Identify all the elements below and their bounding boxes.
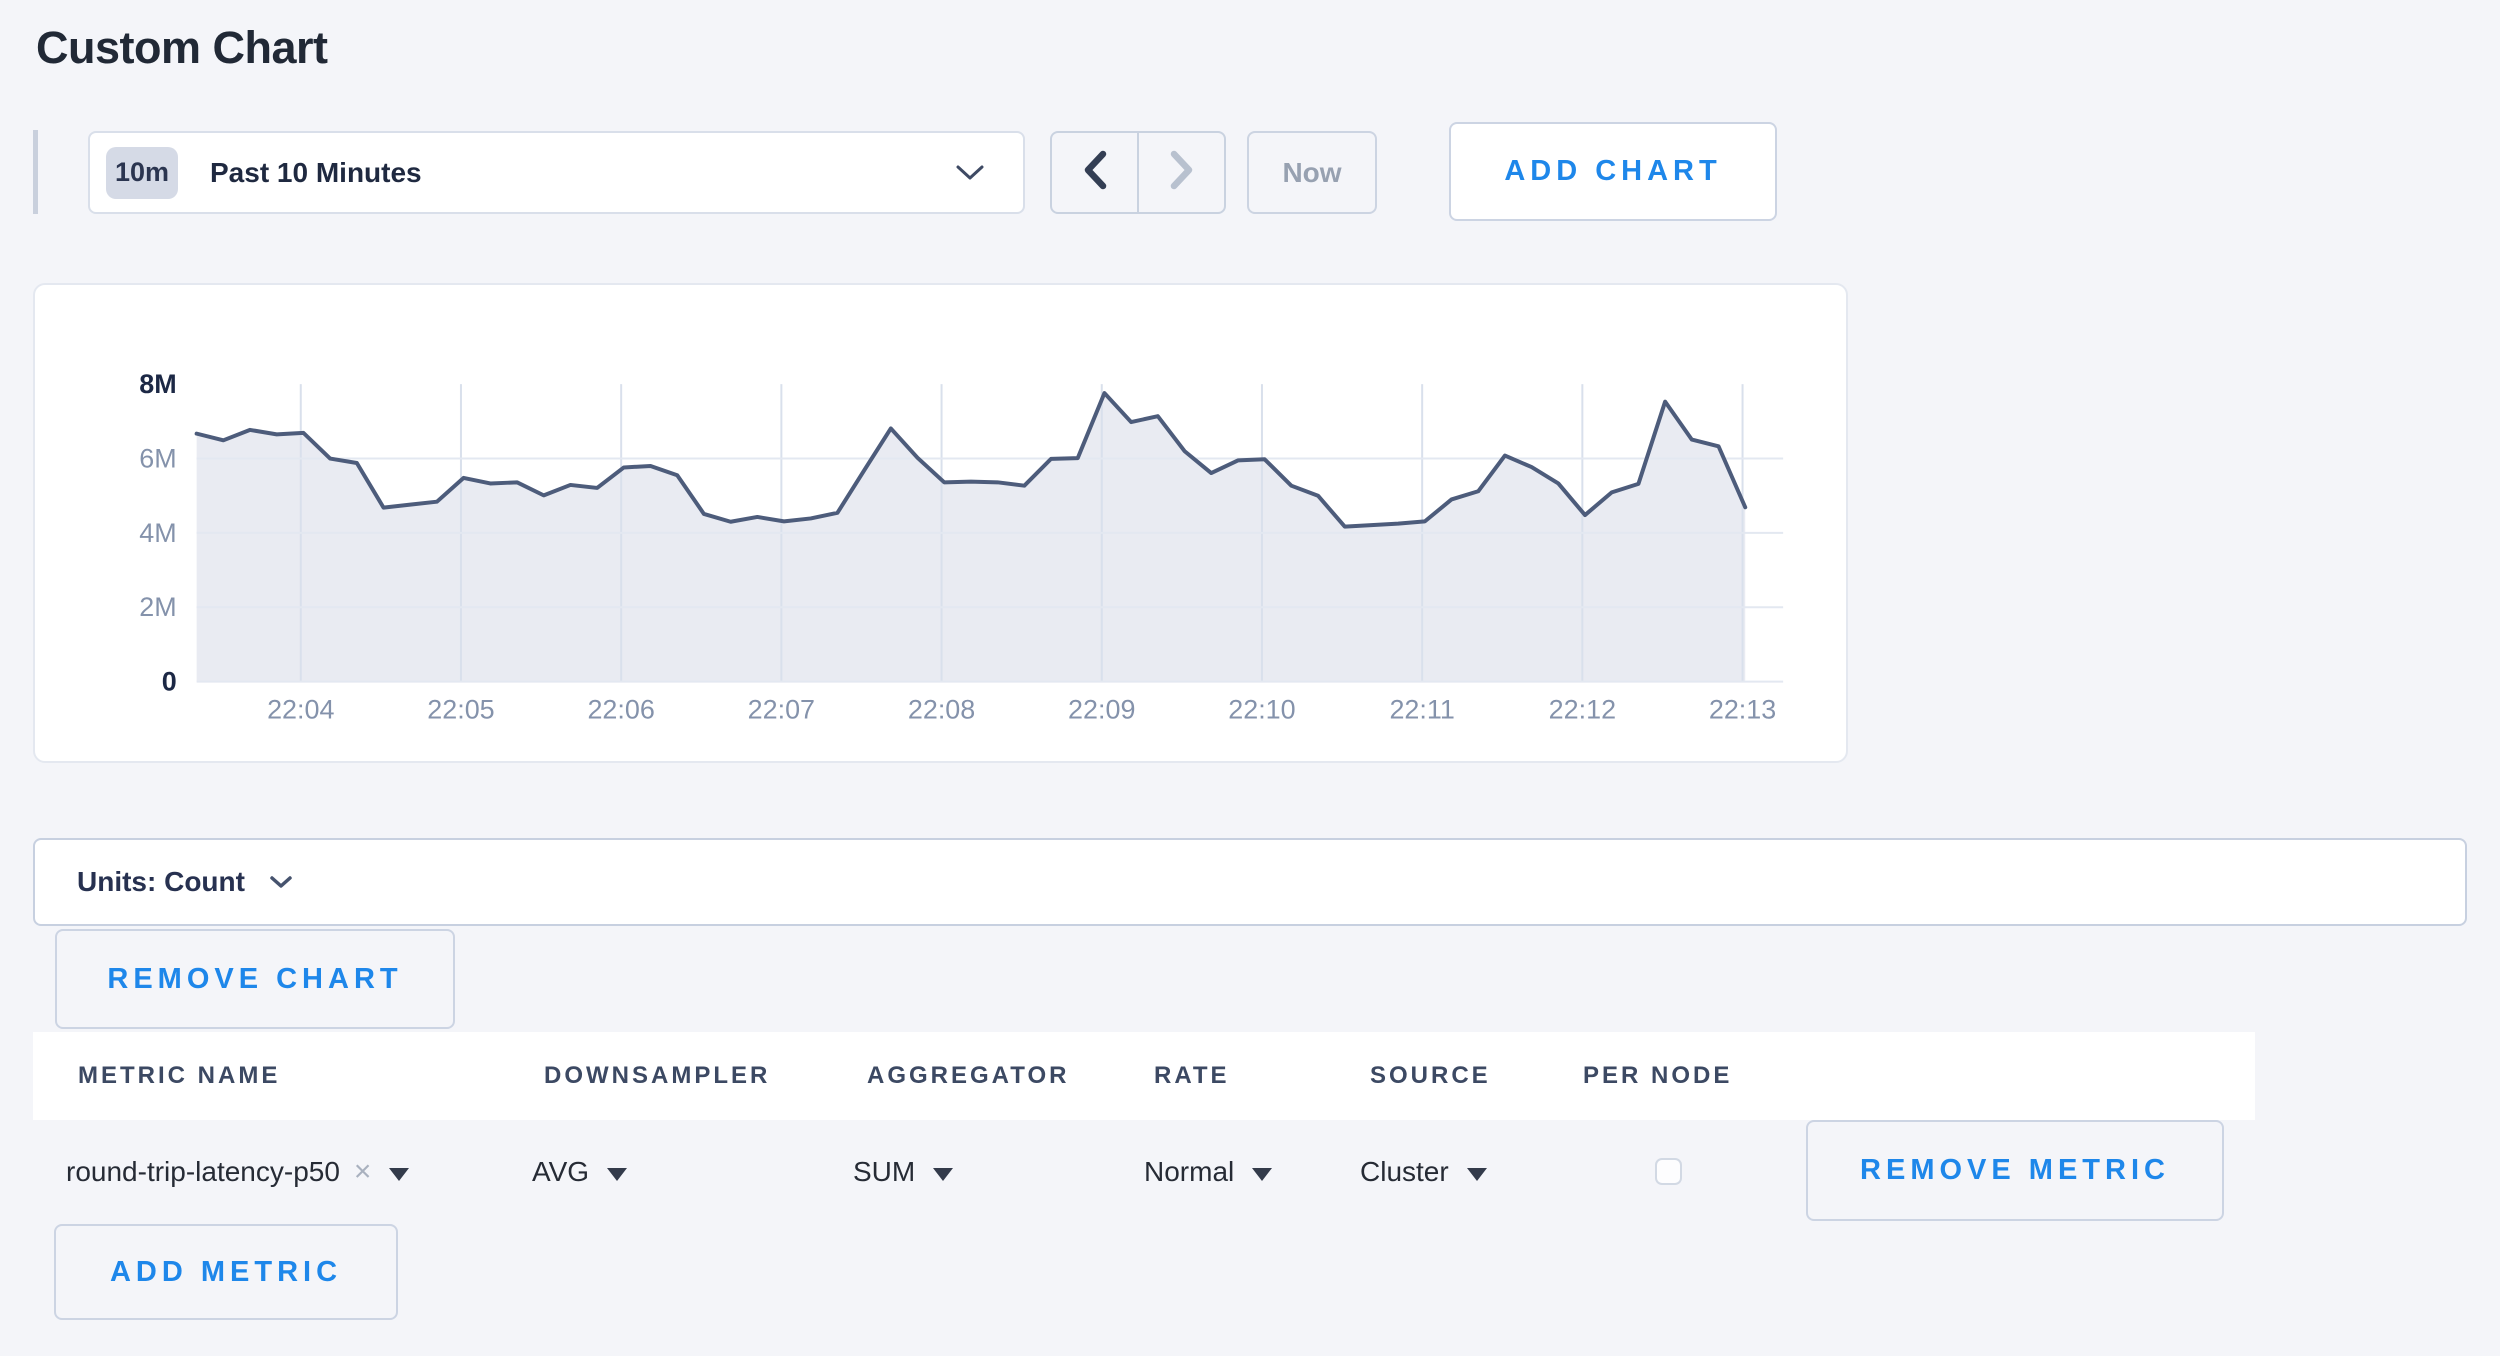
- caret-down-icon: [1466, 1167, 1487, 1181]
- custom-chart-svg[interactable]: 22:04 22:05 22:06 22:07 22:08 22:09 22:10 22:11…: [35, 285, 1846, 761]
- x-axis-label: 22:08: [908, 694, 975, 724]
- aggregator-value: SUM: [853, 1156, 916, 1187]
- rate-value: Normal: [1144, 1156, 1235, 1187]
- y-axis-label: 2M: [139, 592, 176, 622]
- source-value: Cluster: [1360, 1156, 1449, 1187]
- chart-area-fill: [196, 393, 1746, 682]
- x-axis-label: 22:04: [267, 694, 334, 724]
- time-range-badge: 10m: [106, 146, 178, 199]
- time-pager: [1050, 131, 1226, 214]
- x-axis-label: 22:10: [1228, 694, 1295, 724]
- remove-metric-tag-icon[interactable]: ×: [353, 1155, 372, 1188]
- rate-select[interactable]: Normal: [1144, 1151, 1273, 1193]
- per-node-checkbox[interactable]: [1655, 1158, 1682, 1185]
- column-header-downsampler: DOWNSAMPLER: [544, 1062, 771, 1089]
- aggregator-select[interactable]: SUM: [853, 1151, 954, 1193]
- x-axis-label: 22:11: [1389, 694, 1454, 724]
- chevron-down-icon: [955, 164, 985, 182]
- y-axis-label: 4M: [139, 518, 176, 548]
- y-axis-label: 6M: [139, 444, 176, 474]
- chart-card: 22:04 22:05 22:06 22:07 22:08 22:09 22:10 22:11…: [33, 283, 1848, 763]
- units-bar: Units: Count: [33, 838, 2467, 926]
- now-button[interactable]: Now: [1247, 131, 1377, 214]
- column-header-metric-name: METRIC NAME: [78, 1062, 281, 1089]
- page-title: Custom Chart: [36, 22, 328, 73]
- caret-down-icon: [607, 1167, 628, 1181]
- column-header-aggregator: AGGREGATOR: [867, 1062, 1070, 1089]
- metrics-table-header: METRIC NAME DOWNSAMPLER AGGREGATOR RATE …: [33, 1032, 2255, 1120]
- chevron-right-icon: [1169, 150, 1195, 195]
- time-back-button[interactable]: [1052, 133, 1139, 212]
- metric-name-select[interactable]: round-trip-latency-p50 ×: [66, 1151, 410, 1193]
- toolbar-accent-divider: [33, 130, 38, 214]
- caret-down-icon: [1252, 1167, 1273, 1181]
- time-range-label: Past 10 Minutes: [210, 156, 422, 188]
- add-chart-button[interactable]: ADD CHART: [1449, 122, 1777, 221]
- chevron-down-icon: [269, 875, 293, 890]
- downsampler-value: AVG: [532, 1156, 590, 1187]
- x-axis-label: 22:07: [748, 694, 815, 724]
- x-axis-label: 22:13: [1709, 694, 1776, 724]
- x-axis-label: 22:12: [1549, 694, 1616, 724]
- x-axis-label: 22:05: [427, 694, 494, 724]
- x-axis-label: 22:09: [1068, 694, 1135, 724]
- column-header-rate: RATE: [1154, 1062, 1230, 1089]
- y-axis-label: 8M: [139, 369, 176, 399]
- y-axis-label: 0: [162, 667, 177, 697]
- caret-down-icon: [933, 1167, 954, 1181]
- column-header-per-node: PER NODE: [1583, 1062, 1733, 1089]
- column-header-source: SOURCE: [1370, 1062, 1491, 1089]
- remove-metric-button[interactable]: REMOVE METRIC: [1806, 1120, 2224, 1221]
- add-metric-button[interactable]: ADD METRIC: [54, 1224, 398, 1320]
- chevron-left-icon: [1082, 150, 1108, 195]
- metric-name-value: round-trip-latency-p50: [66, 1156, 340, 1187]
- source-select[interactable]: Cluster: [1360, 1151, 1487, 1193]
- caret-down-icon: [389, 1167, 410, 1181]
- chart-line: [194, 391, 1748, 529]
- units-label: Units: Count: [77, 866, 245, 897]
- units-select[interactable]: Units: Count: [77, 866, 293, 898]
- time-forward-button[interactable]: [1139, 133, 1224, 212]
- remove-chart-button[interactable]: REMOVE CHART: [55, 929, 455, 1029]
- downsampler-select[interactable]: AVG: [532, 1151, 628, 1193]
- time-range-select[interactable]: 10m Past 10 Minutes: [88, 131, 1025, 214]
- x-axis-label: 22:06: [587, 694, 654, 724]
